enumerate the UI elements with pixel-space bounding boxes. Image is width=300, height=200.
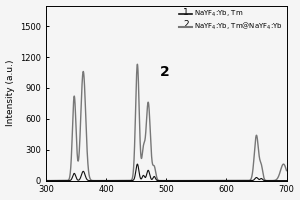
Text: 2: 2 [160,65,170,79]
Text: 2: 2 [184,20,189,29]
Legend: NaYF$_4$:Yb, Tm, NaYF$_4$:Yb, Tm@NaYF$_4$:Yb: NaYF$_4$:Yb, Tm, NaYF$_4$:Yb, Tm@NaYF$_4… [178,8,284,34]
Y-axis label: Intensity (a.u.): Intensity (a.u.) [6,60,15,126]
Text: 1: 1 [183,8,189,17]
